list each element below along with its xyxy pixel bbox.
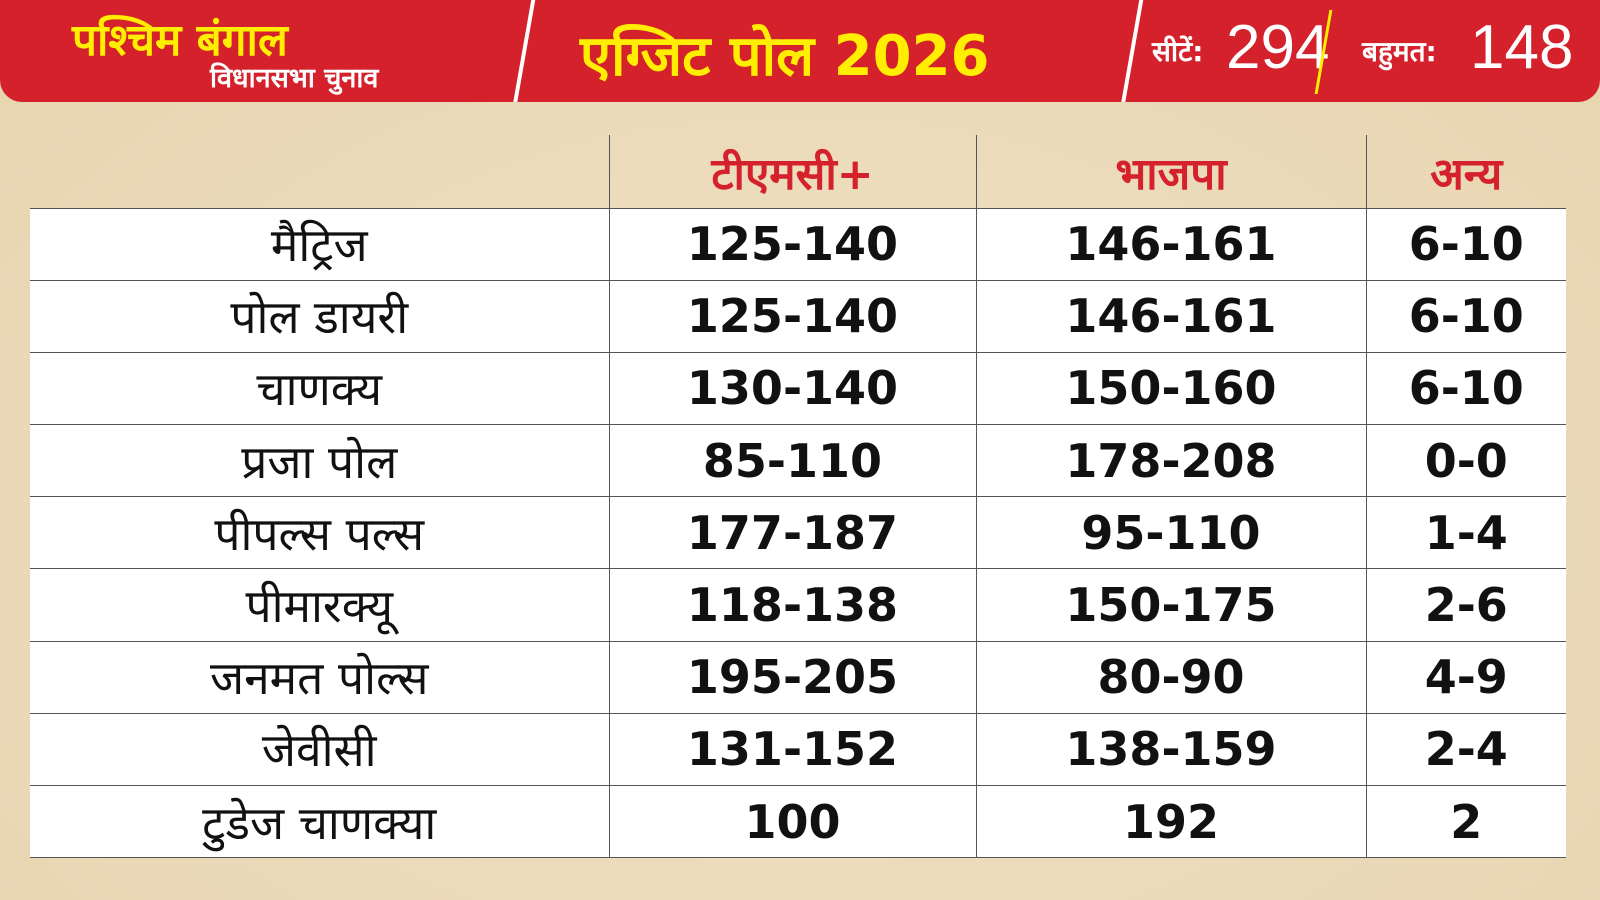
table-row: जेवीसी 131-152 138-159 2-4 xyxy=(30,712,1566,787)
seat-range-cell: 2-4 xyxy=(1365,712,1566,787)
seat-range-cell: 125-140 xyxy=(608,279,976,353)
table-row: चाणक्य 130-140 150-160 6-10 xyxy=(30,351,1566,426)
seats-value: 294 xyxy=(1226,13,1330,82)
seat-range-cell: 6-10 xyxy=(1365,279,1566,353)
seat-range-cell: 177-187 xyxy=(608,496,976,570)
page-title: एग्जिट पोल 2026 xyxy=(580,24,990,89)
table-row: मैट्रिज 125-140 146-161 6-10 xyxy=(30,207,1566,281)
pollster-name: जेवीसी xyxy=(30,712,609,787)
seat-range-cell: 118-138 xyxy=(608,568,976,642)
seat-range-cell: 95-110 xyxy=(975,496,1366,570)
seat-range-cell: 146-161 xyxy=(975,207,1366,281)
seat-range-cell: 195-205 xyxy=(608,640,976,714)
pollster-name: मैट्रिज xyxy=(30,207,609,281)
seat-range-cell: 150-160 xyxy=(975,351,1366,426)
column-header-empty xyxy=(30,135,609,208)
seat-range-cell: 192 xyxy=(975,784,1366,859)
seat-range-cell: 125-140 xyxy=(608,207,976,281)
seat-range-cell: 130-140 xyxy=(608,351,976,426)
table-row: पीमारक्यू 118-138 150-175 2-6 xyxy=(30,568,1566,642)
column-header: अन्य xyxy=(1365,135,1566,208)
pollster-name: चाणक्य xyxy=(30,351,609,426)
table-row: जनमत पोल्स 195-205 80-90 4-9 xyxy=(30,640,1566,714)
table-row: प्रजा पोल 85-110 178-208 0-0 xyxy=(30,424,1566,498)
seat-range-cell: 146-161 xyxy=(975,279,1366,353)
election-subtitle: विधानसभा चुनाव xyxy=(210,63,379,94)
seat-range-cell: 2-6 xyxy=(1365,568,1566,642)
seat-range-cell: 6-10 xyxy=(1365,207,1566,281)
seat-range-cell: 80-90 xyxy=(975,640,1366,714)
majority-label: बहुमत: xyxy=(1362,35,1437,68)
seat-range-cell: 0-0 xyxy=(1365,424,1566,498)
pollster-name: पीमारक्यू xyxy=(30,568,609,642)
pollster-name: पीपल्स पल्स xyxy=(30,496,609,570)
divider xyxy=(1119,0,1145,102)
seat-range-cell: 150-175 xyxy=(975,568,1366,642)
exit-poll-table: टीएमसी+ भाजपा अन्य मैट्रिज 125-140 146-161 6-… xyxy=(30,135,1566,859)
table-row: पोल डायरी 125-140 146-161 6-10 xyxy=(30,279,1566,353)
majority-value: 148 xyxy=(1470,13,1574,82)
seats-label: सीटें: xyxy=(1152,35,1204,68)
seat-range-cell: 6-10 xyxy=(1365,351,1566,426)
pollster-name: जनमत पोल्स xyxy=(30,640,609,714)
table-row: पीपल्स पल्स 177-187 95-110 1-4 xyxy=(30,496,1566,570)
header-banner: पश्चिम बंगाल विधानसभा चुनाव एग्जिट पोल 2… xyxy=(0,0,1600,102)
seat-range-cell: 178-208 xyxy=(975,424,1366,498)
divider xyxy=(511,0,537,102)
pollster-name: प्रजा पोल xyxy=(30,424,609,498)
seat-range-cell: 1-4 xyxy=(1365,496,1566,570)
table-row: टुडेज चाणक्या 100 192 2 xyxy=(30,784,1566,859)
column-header: भाजपा xyxy=(975,135,1366,208)
pollster-name: पोल डायरी xyxy=(30,279,609,353)
pollster-name: टुडेज चाणक्या xyxy=(30,784,609,859)
seat-range-cell: 131-152 xyxy=(608,712,976,787)
seat-range-cell: 138-159 xyxy=(975,712,1366,787)
seat-range-cell: 85-110 xyxy=(608,424,976,498)
seat-range-cell: 2 xyxy=(1365,784,1566,859)
seat-range-cell: 4-9 xyxy=(1365,640,1566,714)
seat-range-cell: 100 xyxy=(608,784,976,859)
state-title: पश्चिम बंगाल xyxy=(72,15,288,66)
column-header: टीएमसी+ xyxy=(608,135,976,208)
